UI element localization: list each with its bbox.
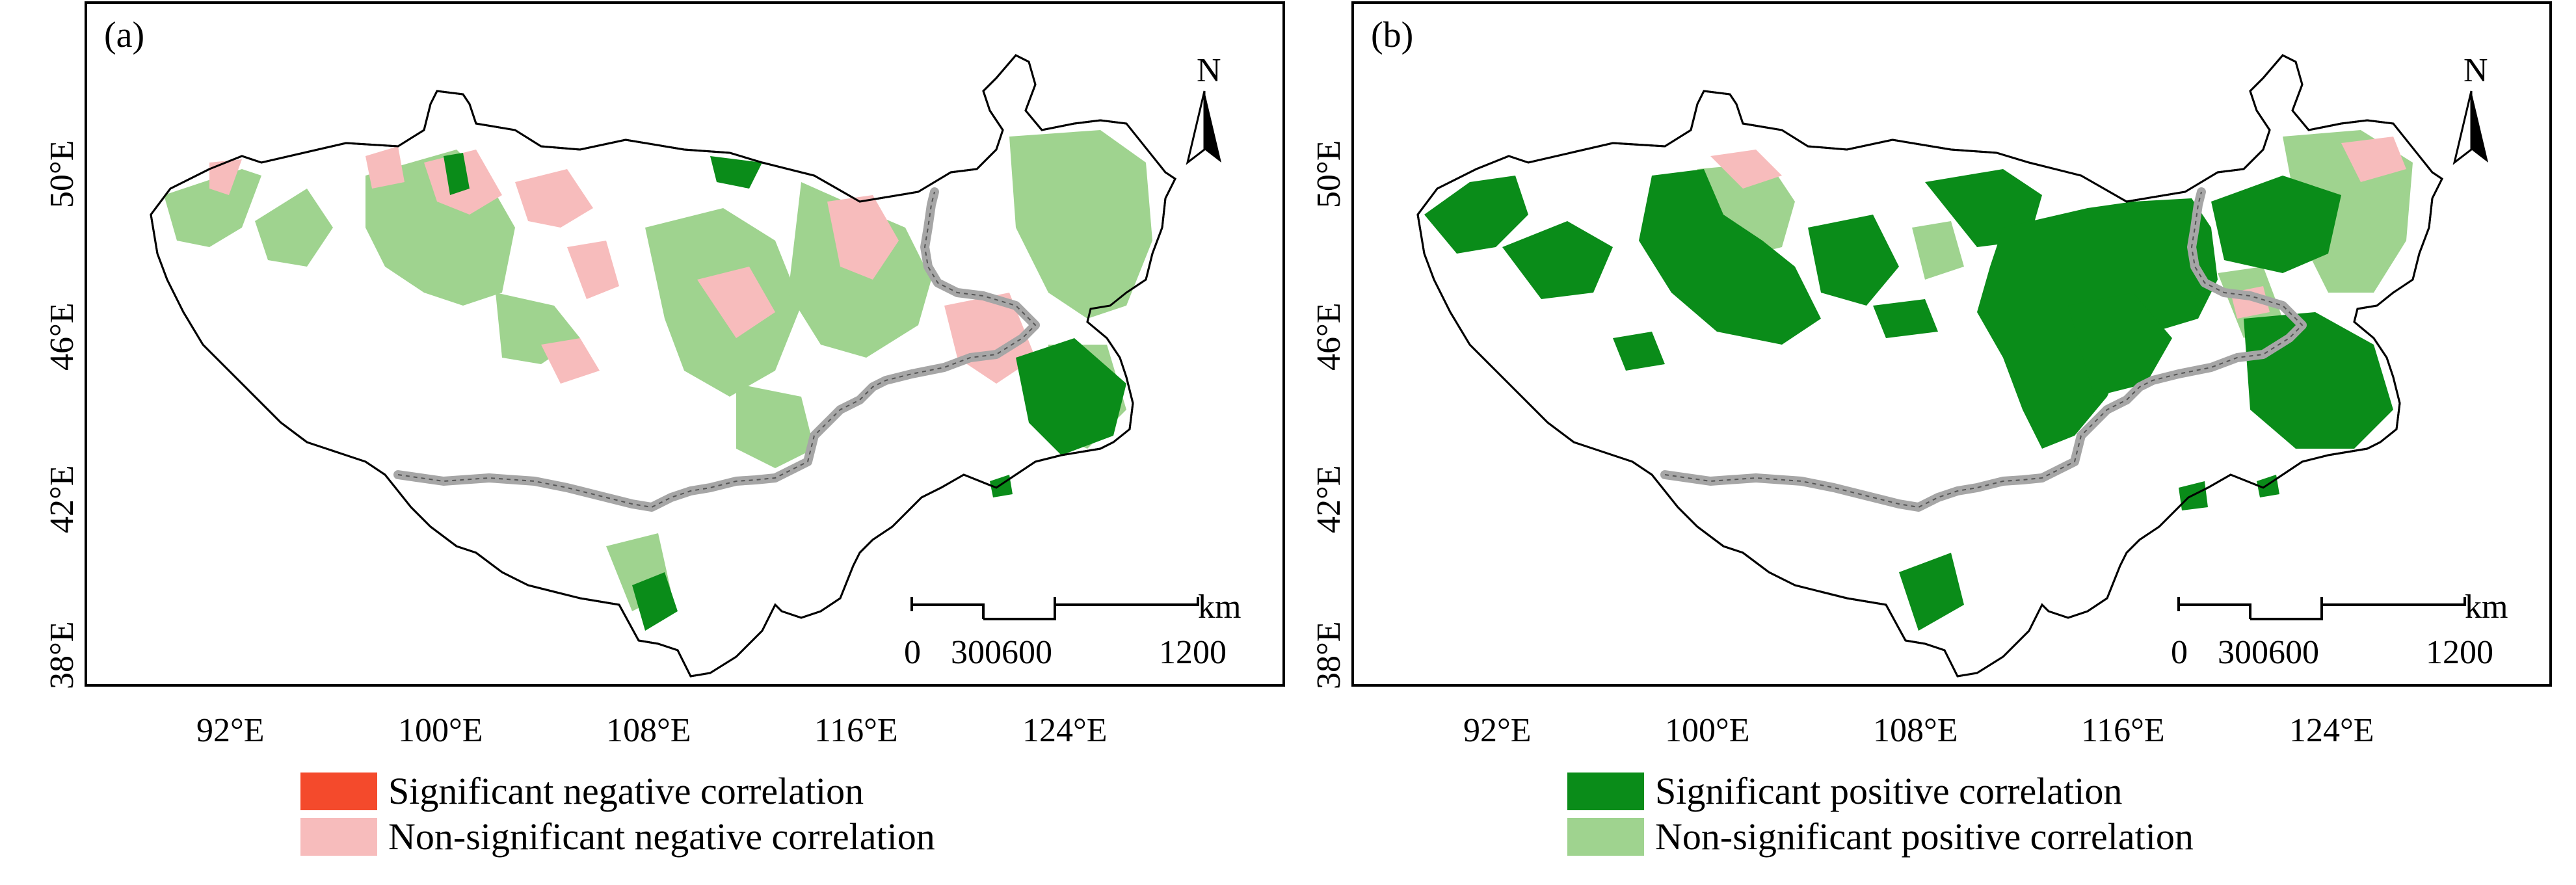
legend-swatch-significant-positive [1567, 773, 1644, 810]
x-tick-116: 116°E [814, 712, 898, 749]
panel-label: (b) [1371, 15, 1413, 55]
north-arrow-label: N [2463, 52, 2488, 89]
x-axis-ticks: 92°E 100°E 108°E 116°E 124°E [196, 712, 1108, 749]
panel-label: (a) [104, 15, 144, 55]
y-tick-42: 42°E [1310, 465, 1348, 533]
y-axis-ticks: 50°E 46°E 42°E 38°E [1310, 140, 1348, 689]
scale-bar-label-0: 0 [904, 634, 921, 671]
legend-label-non-significant-positive: Non-significant positive correlation [1655, 815, 2194, 858]
y-axis-ticks: 50°E 46°E 42°E 38°E [44, 140, 81, 689]
legend-a: Significant negative correlation Non-sig… [300, 770, 935, 858]
legend-b: Significant positive correlation Non-sig… [1567, 770, 2194, 858]
x-tick-92: 92°E [1463, 712, 1532, 749]
significant-positive-patches [1424, 169, 2393, 631]
north-arrow-label: N [1197, 52, 1221, 89]
north-arrow: N [1186, 52, 1221, 165]
x-tick-108: 108°E [1873, 712, 1958, 749]
legend-label-significant-positive: Significant positive correlation [1655, 770, 2122, 812]
x-tick-124: 124°E [2289, 712, 2374, 749]
legend-swatch-non-significant-negative [300, 818, 377, 856]
dark-green-correlation-patches [444, 153, 1126, 631]
x-tick-124: 124°E [1022, 712, 1108, 749]
y-tick-38: 38°E [44, 621, 81, 689]
panel-b: (b) N km 0 300600 1200 50°E 46°E 42°E 38… [1310, 1, 2552, 858]
y-tick-42: 42°E [44, 465, 81, 533]
x-axis-ticks: 92°E 100°E 108°E 116°E 124°E [1463, 712, 2374, 749]
scale-bar: km 0 300600 1200 [2171, 588, 2508, 671]
scale-bar-unit: km [1198, 588, 1241, 626]
scale-bar-label-1200: 1200 [1159, 634, 1227, 671]
x-tick-116: 116°E [2081, 712, 2165, 749]
legend-label-significant-negative: Significant negative correlation [388, 770, 864, 812]
x-tick-100: 100°E [1665, 712, 1750, 749]
y-tick-46: 46°E [44, 302, 81, 371]
panel-a: (a) N km 0 300600 1200 50°E 46°E 42°E 38… [44, 1, 1285, 858]
x-tick-108: 108°E [606, 712, 691, 749]
scale-bar-unit: km [2465, 588, 2508, 626]
map-area [150, 54, 1176, 678]
y-tick-38: 38°E [1310, 621, 1348, 689]
scale-bar-label-300-600: 300600 [951, 634, 1052, 671]
north-arrow: N [2452, 52, 2488, 165]
legend-swatch-non-significant-positive [1567, 818, 1644, 856]
scale-bar-label-300-600: 300600 [2218, 634, 2319, 671]
x-tick-100: 100°E [398, 712, 483, 749]
legend-swatch-significant-negative [300, 773, 377, 810]
scale-bar: km 0 300600 1200 [904, 588, 1241, 671]
legend-label-non-significant-negative: Non-significant negative correlation [388, 815, 935, 858]
scale-bar-label-1200: 1200 [2426, 634, 2493, 671]
x-tick-92: 92°E [196, 712, 265, 749]
scale-bar-label-0: 0 [2171, 634, 2188, 671]
y-tick-50: 50°E [44, 140, 81, 208]
y-tick-50: 50°E [1310, 140, 1348, 208]
map-area [1416, 54, 2443, 678]
y-tick-46: 46°E [1310, 302, 1348, 371]
